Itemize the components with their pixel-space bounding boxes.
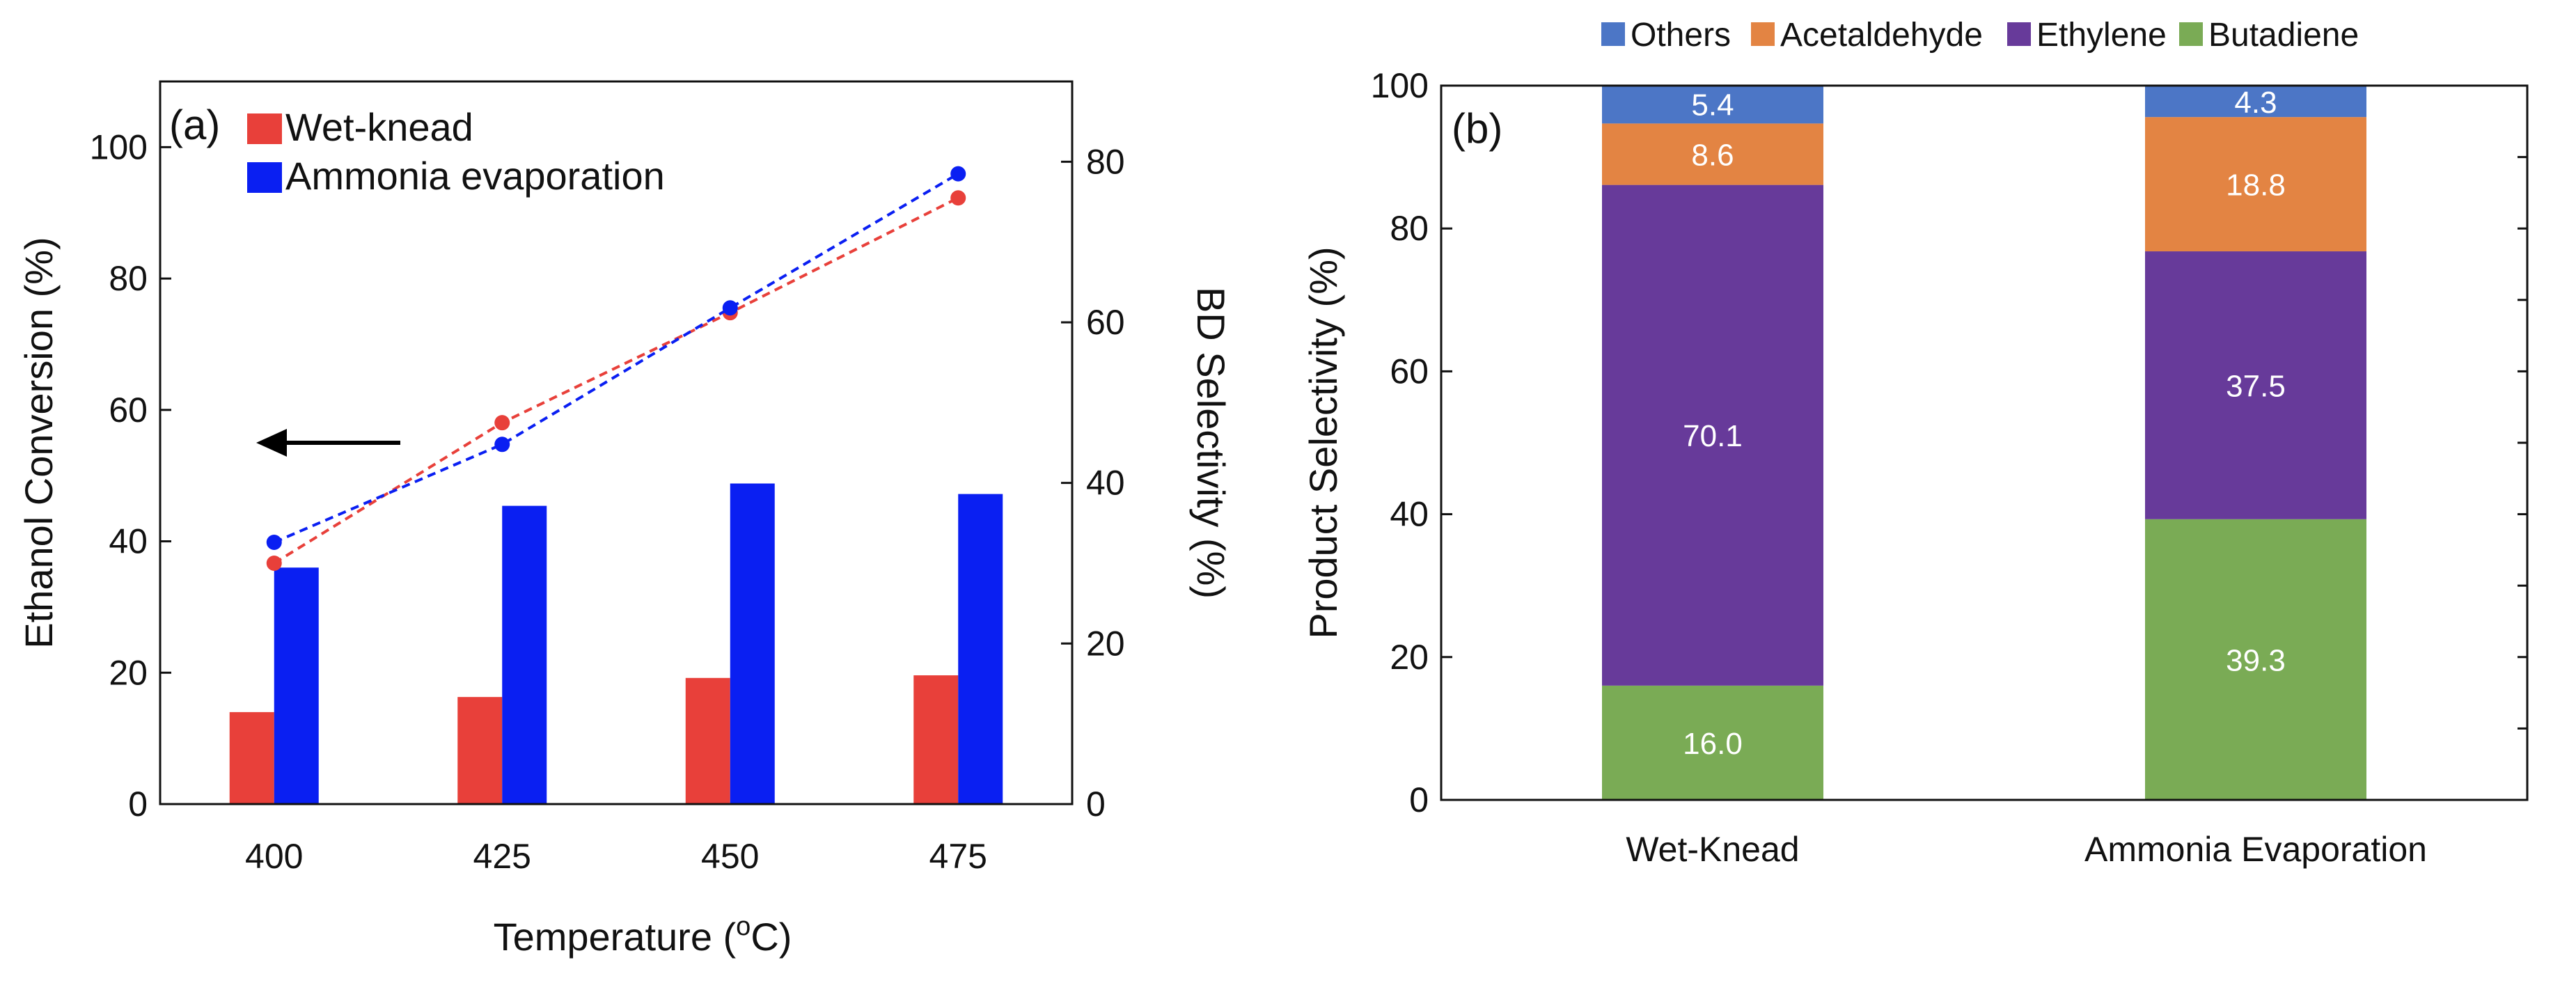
segment-label-acetaldehyde-ammonia-evaporation: 18.8	[2226, 168, 2286, 203]
a-bars	[229, 483, 1003, 804]
a-lines	[266, 166, 966, 571]
a-y2-tick-label: 0	[1086, 785, 1106, 824]
b-legend: Others Acetaldehyde Ethylene Butadiene	[1601, 17, 2359, 54]
bar-wet-knead-400	[229, 711, 274, 804]
legend-label-acetaldehyde: Acetaldehyde	[1780, 17, 1983, 54]
legend-label-wet-knead: Wet-knead	[285, 105, 473, 149]
point-wet-knead-bd-selectivity-400	[266, 556, 282, 571]
segment-label-others-ammonia-evaporation: 4.3	[2234, 86, 2277, 120]
b-y-tick-label: 100	[1371, 66, 1429, 105]
b-x-tick-label-ammonia-evaporation: Ammonia Evaporation	[2084, 830, 2427, 869]
point-ammonia-evaporation-bd-selectivity-450	[722, 300, 738, 316]
segment-ethylene-ammonia-evaporation	[2145, 251, 2366, 519]
legend-label-ethylene: Ethylene	[2036, 17, 2167, 54]
a-x-tick-label-400: 400	[245, 837, 303, 876]
bar-ammonia-evaporation-475	[958, 494, 1003, 804]
b-x-tick-label-wet-knead: Wet-Knead	[1626, 830, 1799, 869]
segment-butadiene-ammonia-evaporation	[2145, 519, 2366, 800]
a-x-tick-label-425: 425	[473, 837, 531, 876]
bar-ammonia-evaporation-400	[274, 567, 319, 804]
a-y-tick-label: 60	[109, 391, 148, 430]
legend-swatch-ammonia-evaporation	[247, 162, 282, 193]
legend-label-butadiene: Butadiene	[2208, 17, 2359, 54]
segment-label-butadiene-ammonia-evaporation: 39.3	[2226, 643, 2286, 677]
bar-wet-knead-450	[685, 677, 730, 804]
segment-label-butadiene-wet-knead: 16.0	[1683, 727, 1743, 761]
segment-label-others-wet-knead: 5.4	[1691, 88, 1734, 123]
b-y-tick-label: 80	[1390, 209, 1429, 248]
b-y-tick-label: 40	[1390, 495, 1429, 534]
a-y-tick-label: 0	[128, 785, 148, 824]
legend-label-others: Others	[1631, 17, 1731, 54]
legend-swatch-ethylene	[2007, 22, 2031, 46]
arrow-left-annotation	[256, 429, 400, 457]
bar-ammonia-evaporation-425	[502, 505, 547, 804]
a-y2-tick-label: 60	[1086, 303, 1125, 342]
a-y2-tick-label: 80	[1086, 142, 1125, 181]
point-ammonia-evaporation-bd-selectivity-475	[950, 166, 966, 182]
point-ammonia-evaporation-bd-selectivity-425	[494, 437, 510, 453]
segment-label-acetaldehyde-wet-knead: 8.6	[1691, 138, 1734, 172]
a-y2-tick-label: 40	[1086, 464, 1125, 503]
bar-ammonia-evaporation-450	[730, 483, 775, 804]
segment-others-ammonia-evaporation	[2145, 86, 2366, 118]
line-ammonia-evaporation-bd-selectivity	[273, 172, 959, 544]
a-y-tick-label: 40	[109, 522, 148, 561]
a-y-tick-label: 100	[90, 127, 148, 166]
segment-acetaldehyde-wet-knead	[1602, 123, 1823, 185]
segment-label-ethylene-wet-knead: 70.1	[1683, 419, 1743, 453]
bar-wet-knead-425	[457, 697, 503, 804]
a-y-tick-label: 80	[109, 259, 148, 298]
legend-swatch-others	[1601, 22, 1625, 46]
point-wet-knead-bd-selectivity-475	[950, 190, 966, 206]
a-x-tick-label-450: 450	[701, 837, 759, 876]
b-x-axis: Wet-Knead Ammonia Evaporation	[1626, 830, 2427, 869]
a-plot-frame	[159, 80, 1074, 805]
segment-label-ethylene-ammonia-evaporation: 37.5	[2226, 369, 2286, 403]
b-y-tick-label: 20	[1390, 638, 1429, 677]
a-y-axis: 0 20 40 60 80 100	[90, 127, 171, 824]
a-y-axis-label: Ethanol Conversion (%)	[17, 237, 61, 648]
bar-wet-knead-475	[913, 675, 959, 804]
b-y-axis: 0 20 40 60 80 100	[1371, 66, 2527, 819]
a-y2-axis-label: BD Selectivity (%)	[1189, 287, 1233, 599]
legend-swatch-acetaldehyde	[1751, 22, 1775, 46]
b-y-tick-label: 0	[1409, 780, 1429, 819]
b-y-axis-label: Product Selectivity (%)	[1301, 246, 1345, 638]
legend-swatch-wet-knead	[247, 113, 282, 144]
segment-acetaldehyde-ammonia-evaporation	[2145, 117, 2366, 252]
a-y2-axis: 0 20 40 60 80	[1061, 142, 1125, 824]
a-x-axis-label: Temperature (oC)	[494, 912, 792, 959]
b-y-tick-label: 60	[1390, 352, 1429, 391]
point-wet-knead-bd-selectivity-425	[494, 415, 510, 431]
a-x-tick-label-475: 475	[929, 837, 987, 876]
panel-b: 16.0 70.1 8.6 5.4 39.3 37.5 18.8 4.3 0 20 40 60 80 1…	[1301, 17, 2529, 869]
a-y-tick-label: 20	[109, 653, 148, 692]
b-stacked-bars: 16.0 70.1 8.6 5.4 39.3 37.5 18.8 4.3	[1602, 84, 2366, 800]
segment-butadiene-wet-knead	[1602, 685, 1823, 800]
legend-label-ammonia-evaporation: Ammonia evaporation	[285, 154, 665, 198]
b-panel-label: (b)	[1452, 105, 1502, 152]
point-ammonia-evaporation-bd-selectivity-400	[266, 535, 282, 551]
segment-ethylene-wet-knead	[1602, 184, 1823, 686]
a-panel-label: (a)	[169, 102, 220, 148]
a-y2-tick-label: 20	[1086, 624, 1125, 663]
segment-others-wet-knead	[1602, 84, 1823, 124]
legend-swatch-butadiene	[2179, 22, 2203, 46]
a-x-axis: 400 425 450 475	[245, 837, 987, 876]
line-wet-knead-bd-selectivity	[273, 196, 959, 565]
